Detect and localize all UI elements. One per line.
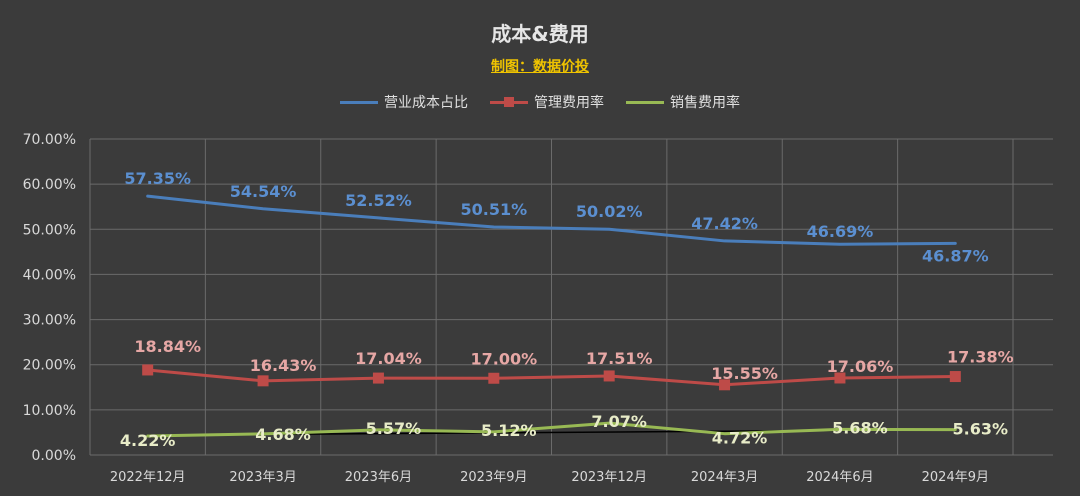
data-label: 5.63% <box>953 420 1009 439</box>
data-label: 4.68% <box>255 425 311 444</box>
x-tick-label: 2024年3月 <box>691 470 758 485</box>
series-line-1 <box>146 368 957 387</box>
data-label: 50.02% <box>576 202 643 221</box>
y-tick-label: 30.00% <box>23 313 76 329</box>
series-line-0 <box>146 194 957 246</box>
series-line-2 <box>146 421 957 438</box>
y-tick-label: 70.00% <box>23 132 76 148</box>
y-tick-label: 20.00% <box>23 358 76 374</box>
x-tick-label: 2022年12月 <box>110 470 186 485</box>
data-label: 17.00% <box>470 349 537 368</box>
data-label: 17.51% <box>586 349 653 368</box>
data-label: 54.54% <box>230 182 297 201</box>
legend-swatch-cost-ratio <box>340 100 378 104</box>
y-tick-label: 40.00% <box>23 267 76 283</box>
chart-subtitle: 制图：数据价投 <box>491 59 589 75</box>
data-label: 52.52% <box>345 191 412 210</box>
data-label: 18.84% <box>134 337 201 356</box>
legend-label-admin-expense: 管理费用率 <box>534 95 604 111</box>
data-point-marker <box>372 372 384 384</box>
x-tick-label: 2023年3月 <box>229 470 296 485</box>
y-tick-label: 60.00% <box>23 177 76 193</box>
data-point-marker <box>488 372 500 384</box>
data-point-marker <box>719 379 731 391</box>
data-point-marker <box>257 375 269 387</box>
data-label: 7.07% <box>591 412 647 431</box>
y-tick-label: 10.00% <box>23 403 76 419</box>
legend-item-admin-expense: 管理费用率 <box>490 92 604 112</box>
data-label: 46.87% <box>922 246 989 265</box>
data-label: 57.35% <box>124 169 191 188</box>
data-point-marker <box>834 372 846 384</box>
data-point-marker <box>603 370 615 382</box>
data-label: 15.55% <box>711 364 778 383</box>
x-tick-label: 2023年12月 <box>571 470 647 485</box>
y-tick-label: 50.00% <box>23 222 76 238</box>
legend-swatch-admin-expense <box>490 96 528 107</box>
data-label: 46.69% <box>807 222 874 241</box>
data-label: 50.51% <box>460 200 527 219</box>
x-tick-label: 2024年9月 <box>922 470 989 485</box>
data-label: 47.42% <box>691 214 758 233</box>
legend: 营业成本占比 管理费用率 销售费用率 <box>0 92 1080 112</box>
legend-marker-square-icon <box>504 96 514 107</box>
data-point-marker <box>142 364 154 376</box>
data-point-marker <box>949 371 961 383</box>
legend-label-cost-ratio: 营业成本占比 <box>384 95 468 111</box>
chart-title: 成本&费用 <box>491 22 589 46</box>
data-label: 5.57% <box>366 419 422 438</box>
x-tick-label: 2024年6月 <box>806 470 873 485</box>
data-label: 4.72% <box>712 429 768 448</box>
data-label: 16.43% <box>250 356 317 375</box>
data-label: 4.22% <box>120 431 176 450</box>
y-tick-label: 0.00% <box>32 448 76 464</box>
data-label: 17.06% <box>827 357 894 376</box>
data-label: 5.68% <box>832 418 888 437</box>
legend-item-sales-expense: 销售费用率 <box>626 92 740 112</box>
data-label: 5.12% <box>481 421 537 440</box>
data-label: 17.38% <box>947 348 1014 367</box>
legend-swatch-sales-expense <box>626 100 664 104</box>
x-tick-label: 2023年6月 <box>345 470 412 485</box>
x-tick-label: 2023年9月 <box>460 470 527 485</box>
data-label: 17.04% <box>355 349 422 368</box>
legend-item-cost-ratio: 营业成本占比 <box>340 92 468 112</box>
legend-label-sales-expense: 销售费用率 <box>670 95 740 111</box>
